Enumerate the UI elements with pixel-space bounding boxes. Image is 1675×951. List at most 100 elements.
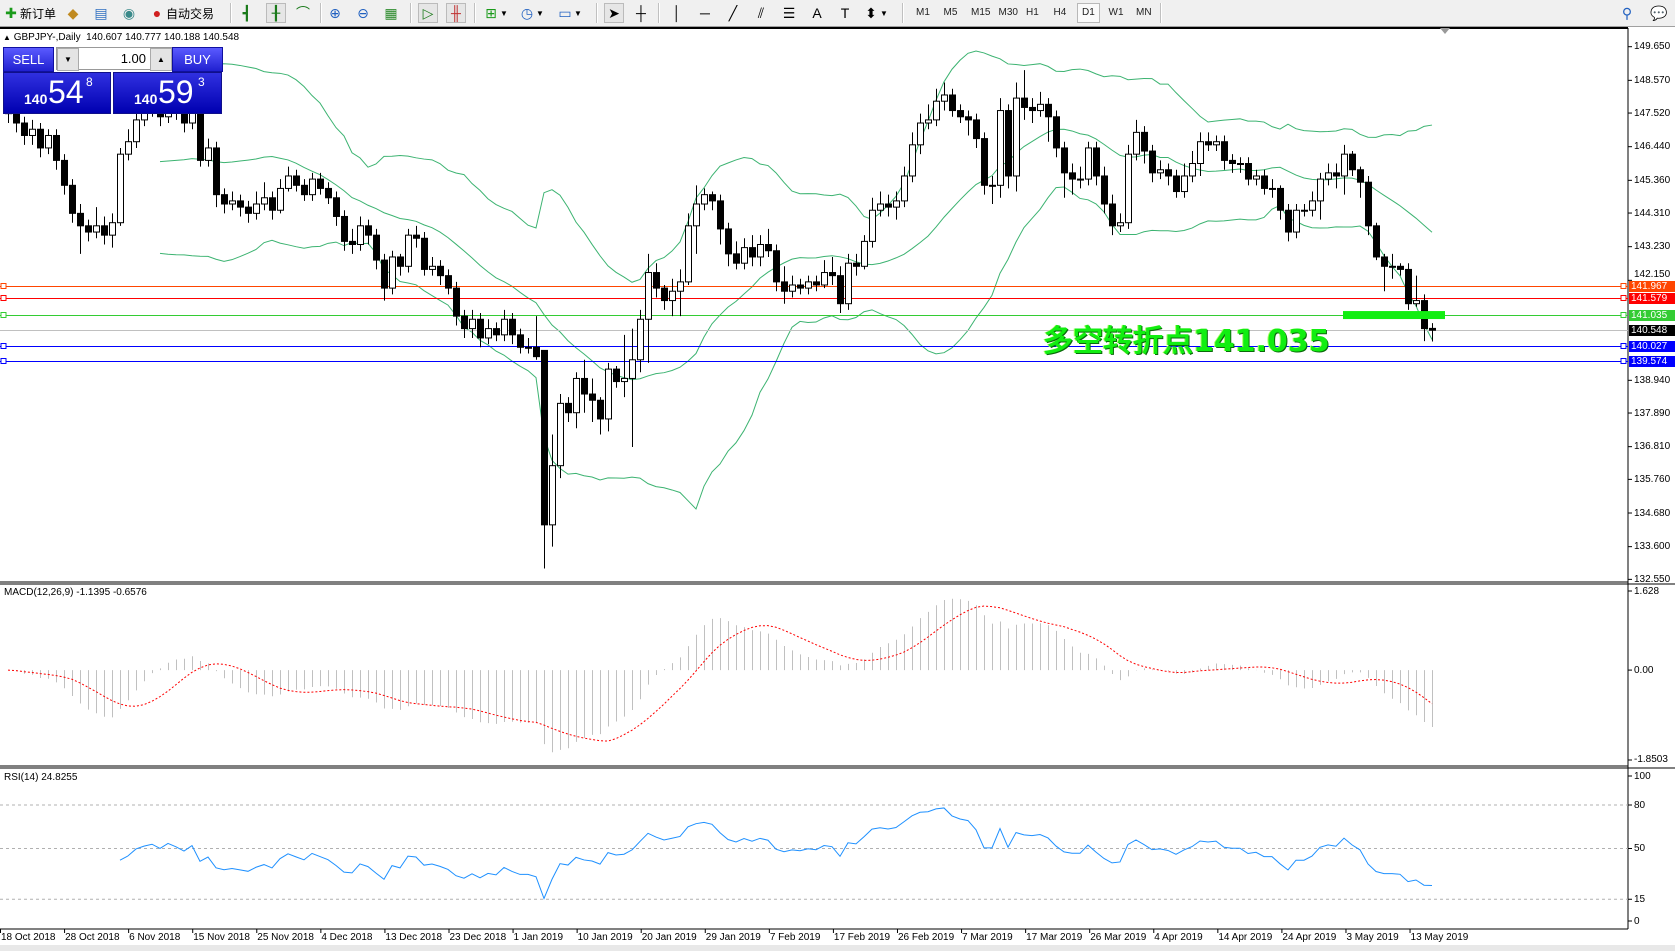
sell-price-button[interactable]: 140 54 8	[3, 72, 111, 114]
rsi-axis-label: 0	[1634, 916, 1640, 927]
one-click-trading-panel: SELL ▼ 1.00 ▲ BUY 140 54 8 140 59 3	[3, 47, 223, 114]
zoom-out-button[interactable]: ⊖	[354, 3, 372, 23]
lot-size-field[interactable]: ▼ 1.00 ▲	[56, 47, 173, 71]
bullish-candle	[605, 368, 612, 420]
market-watch-button[interactable]: ◆	[64, 3, 82, 23]
text-icon: A	[812, 5, 822, 21]
chart-shift-button[interactable]: ╫	[446, 3, 466, 23]
price-axis-label: 144.310	[1634, 208, 1671, 219]
search-button[interactable]: ⚲	[1618, 3, 1636, 23]
fibonacci-button[interactable]: ☰	[780, 3, 798, 23]
bearish-candle	[509, 318, 516, 336]
bullish-candle	[1157, 169, 1164, 174]
vertical-line-button[interactable]: │	[668, 3, 686, 23]
sell-button[interactable]: SELL	[3, 47, 54, 72]
date-axis-label: 4 Dec 2018	[321, 932, 373, 943]
equidistant-channel-icon: ⫽	[757, 5, 765, 21]
timeframe-m1[interactable]: M1	[916, 7, 930, 18]
date-axis-label: 25 Nov 2018	[257, 932, 314, 943]
timeframe-m30[interactable]: M30	[998, 7, 1018, 18]
timeframe-d1[interactable]: D1	[1077, 3, 1100, 23]
bullish-candle	[677, 281, 684, 292]
bearish-candle	[269, 197, 276, 211]
bullish-candle	[1213, 141, 1220, 146]
bearish-candle	[349, 240, 356, 246]
bullish-candle	[309, 178, 316, 196]
periods-button[interactable]: ◷ ▼	[518, 3, 544, 23]
text-button[interactable]: A	[808, 3, 826, 23]
level-line-handle	[0, 343, 7, 349]
lot-decrease-button[interactable]: ▼	[57, 48, 79, 71]
bearish-candle	[1165, 169, 1172, 177]
bullish-candle	[93, 225, 100, 233]
text-label-button[interactable]: T	[836, 3, 854, 23]
templates-button[interactable]: ▭ ▼	[556, 3, 582, 23]
zoom-in-button[interactable]: ⊕	[326, 3, 344, 23]
bearish-candle	[461, 315, 468, 330]
timeframe-m15[interactable]: M15	[971, 7, 991, 18]
bearish-candle	[1045, 103, 1052, 118]
level-line-handle	[0, 312, 7, 318]
crosshair-button[interactable]: ┼	[632, 3, 650, 23]
macd-label: MACD(12,26,9) -1.1395 -0.6576	[4, 587, 147, 598]
buy-price-prefix: 140	[134, 91, 158, 107]
line-chart-button[interactable]: ⌒	[294, 3, 312, 23]
lot-increase-button[interactable]: ▲	[150, 48, 172, 71]
date-axis-label: 15 Nov 2018	[193, 932, 250, 943]
level-line-handle	[1620, 283, 1627, 289]
periods-icon: ◷	[520, 5, 534, 21]
level-price-label: 139.574	[1629, 356, 1675, 367]
bearish-candle	[1373, 225, 1380, 258]
bar-chart-button[interactable]: ┫	[238, 3, 256, 23]
rsi-line	[119, 807, 1433, 900]
timeframe-m5[interactable]: M5	[943, 7, 958, 18]
horizontal-line-button[interactable]: ─	[696, 3, 714, 23]
auto-trading-button[interactable]: ● 自动交易	[148, 3, 214, 23]
bearish-candle	[541, 349, 548, 526]
bullish-candle	[389, 256, 396, 289]
bearish-candle	[1405, 268, 1412, 305]
buy-button[interactable]: BUY	[172, 47, 223, 72]
candle-chart-button[interactable]: ╂	[266, 3, 286, 23]
cursor-button[interactable]: ➤	[604, 3, 624, 23]
bullish-candle	[557, 402, 564, 467]
bullish-candle	[861, 240, 868, 267]
bearish-candle	[1285, 209, 1292, 233]
bullish-candle	[205, 147, 212, 161]
new-order-button[interactable]: ✚ 新订单	[2, 3, 56, 23]
bullish-candle	[621, 377, 628, 383]
macd-signal-line	[7, 605, 1433, 742]
bearish-candle	[317, 178, 324, 189]
bearish-candle	[1005, 110, 1012, 177]
toolbar: ✚ 新订单 ◆ ▤ ◉ ● 自动交易 ┫ ╂ ⌒ ⊕ ⊖ ▦ ▷ ╫ ⊞ ▼ ◷ ▼…	[0, 0, 1675, 27]
signals-button[interactable]: ◉	[120, 3, 138, 23]
timeframe-mn[interactable]: MN	[1136, 7, 1152, 18]
auto-scroll-button[interactable]: ▷	[418, 3, 438, 23]
timeframe-h1[interactable]: H1	[1026, 7, 1039, 18]
bullish-candle	[941, 94, 948, 102]
date-axis-label: 29 Jan 2019	[705, 932, 761, 943]
bullish-candle	[869, 209, 876, 242]
equidistant-channel-button[interactable]: ⫽	[752, 3, 770, 23]
trendline-button[interactable]: ╱	[724, 3, 742, 23]
tile-windows-button[interactable]: ▦	[382, 3, 400, 23]
date-axis-label: 20 Jan 2019	[641, 932, 697, 943]
buy-price-button[interactable]: 140 59 3	[113, 72, 222, 114]
bearish-candle	[965, 116, 972, 121]
date-axis-label: 23 Dec 2018	[449, 932, 507, 943]
chat-button[interactable]: 💬	[1650, 3, 1668, 23]
line-chart-icon: ⌒	[296, 5, 310, 21]
bullish-candle	[501, 318, 508, 336]
collapse-triangle-icon[interactable]: ▲	[3, 33, 11, 42]
indicators-button[interactable]: ⊞ ▼	[482, 3, 508, 23]
timeframe-w1[interactable]: W1	[1108, 7, 1124, 18]
bullish-candle	[1085, 147, 1092, 180]
navigator-button[interactable]: ▤	[92, 3, 110, 23]
chart-window[interactable]	[0, 27, 1628, 931]
timeframe-h4[interactable]: H4	[1053, 7, 1067, 18]
pivot-annotation-text[interactable]: 多空转折点141.035	[1043, 324, 1330, 359]
arrows-button[interactable]: ⬍ ▼	[862, 3, 888, 23]
price-axis-label: 143.230	[1634, 241, 1671, 252]
bullish-candle	[1117, 222, 1124, 227]
